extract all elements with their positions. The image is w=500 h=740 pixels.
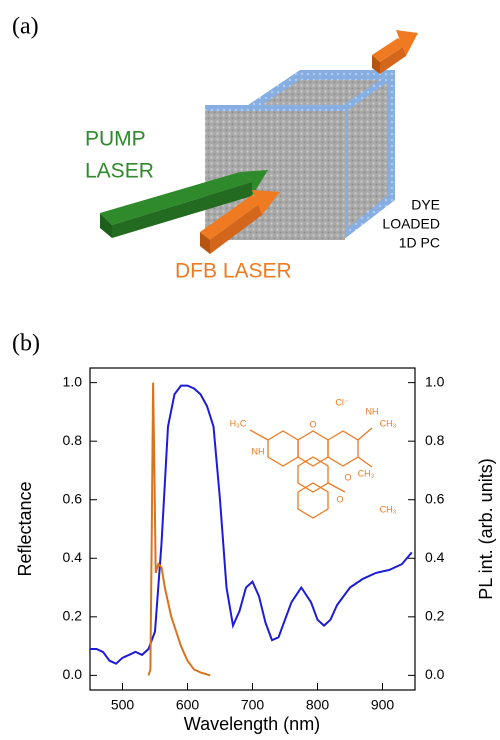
sample-label: 1D PC: [399, 235, 440, 251]
dfb-arrow-out: [372, 30, 418, 74]
y2-axis-label: PL int. (arb. units): [476, 458, 496, 599]
y2-tick-label: 1.0: [425, 373, 445, 389]
molecule-label: H₃C: [230, 418, 247, 428]
molecule-label: O: [309, 419, 316, 429]
y-axis-label: Reflectance: [15, 481, 35, 576]
pump-label: PUMP: [85, 128, 146, 151]
y2-tick-label: 0.2: [425, 608, 445, 624]
data-line: [90, 384, 413, 665]
dfb-label: DFB LASER: [175, 260, 292, 283]
pump-label: LASER: [85, 160, 154, 183]
y-tick-label: 0.0: [63, 666, 83, 682]
y2-tick-label: 0.4: [425, 549, 445, 565]
molecule-label: NH: [252, 446, 265, 456]
sample-label: LOADED: [382, 216, 440, 232]
molecule-label: O: [336, 494, 343, 504]
molecule-label: NH: [366, 406, 379, 416]
y2-tick-label: 0.0: [425, 666, 445, 682]
y-tick-label: 0.2: [63, 608, 83, 624]
dfb-arrow-in: [200, 190, 280, 254]
y-tick-label: 0.8: [63, 432, 83, 448]
molecule-label: CH₃: [380, 504, 397, 514]
molecule: [249, 427, 373, 519]
molecule-label: CH₃: [358, 468, 375, 478]
pump-arrow: [100, 170, 268, 238]
data-line: [147, 382, 211, 677]
panel-label: (b): [12, 331, 40, 357]
molecule-label: O: [344, 472, 351, 482]
x-tick-label: 700: [241, 697, 265, 713]
y2-tick-label: 0.6: [425, 490, 445, 506]
molecule-label: Cl⁻: [335, 397, 348, 407]
molecule-label: CH₃: [380, 418, 397, 428]
y2-tick-label: 0.8: [425, 432, 445, 448]
y-tick-label: 1.0: [63, 373, 83, 389]
x-tick-label: 600: [176, 697, 200, 713]
x-tick-label: 500: [111, 697, 135, 713]
panel-label: (a): [12, 14, 39, 40]
sample-label: DYE: [411, 197, 440, 213]
y-tick-label: 0.6: [63, 490, 83, 506]
x-tick-label: 800: [306, 697, 330, 713]
x-tick-label: 900: [371, 697, 395, 713]
x-axis-label: Wavelength (nm): [184, 714, 320, 734]
y-tick-label: 0.4: [63, 549, 83, 565]
